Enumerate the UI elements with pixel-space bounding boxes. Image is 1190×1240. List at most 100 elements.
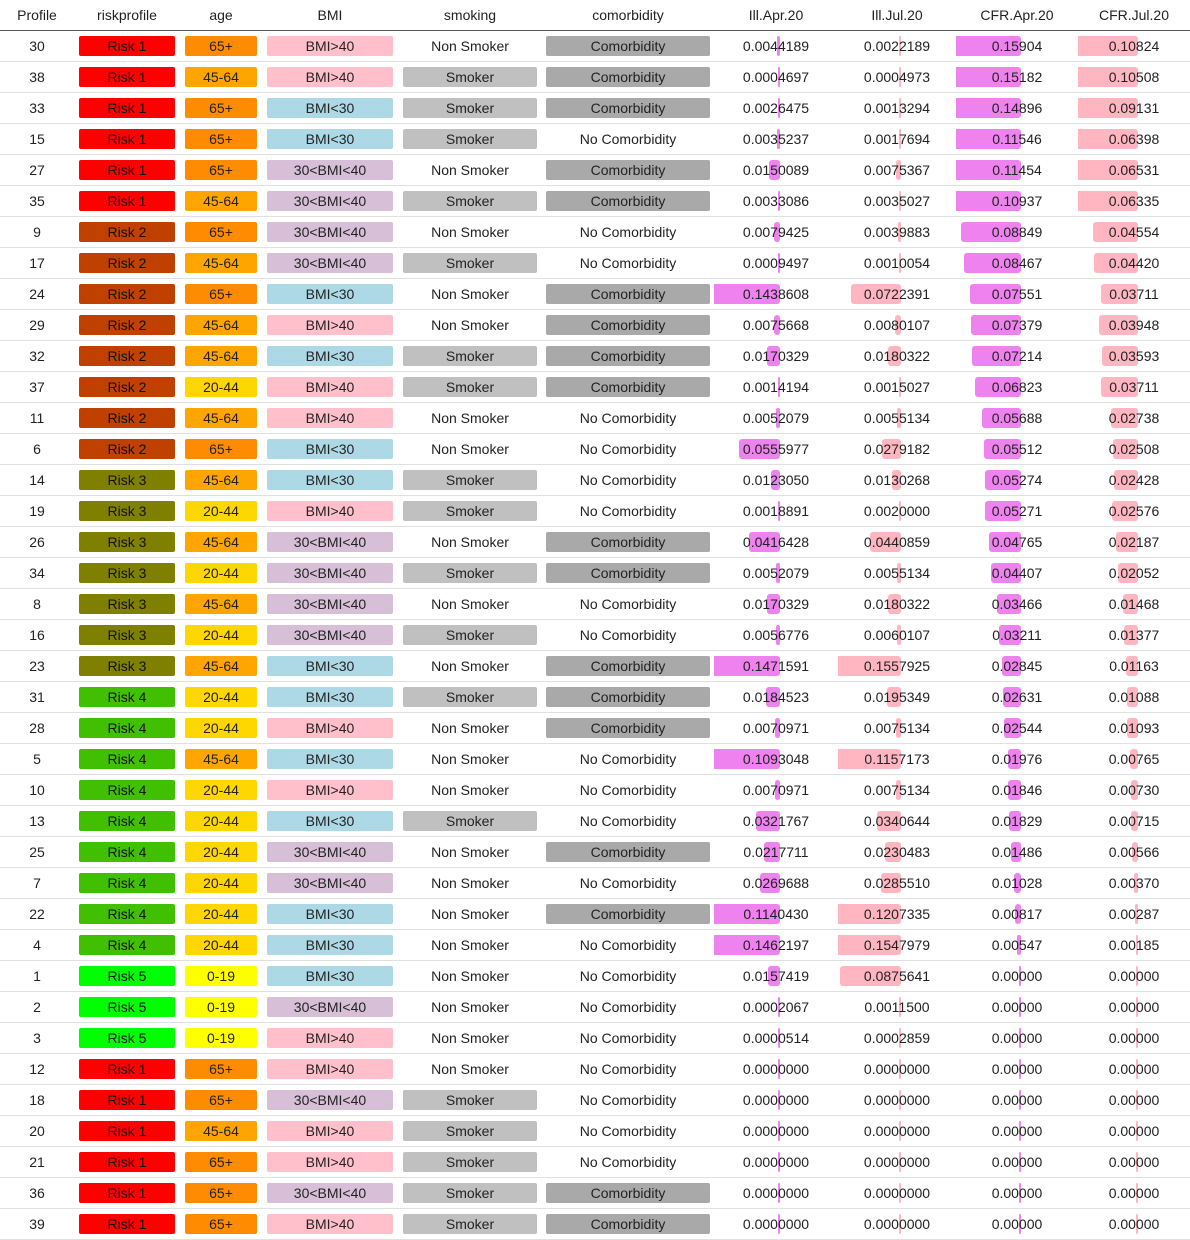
cell-bmi: BMI>40 [262,309,398,341]
cell-smoking: Smoker [398,464,542,496]
data-bar [885,841,901,862]
col-header-ill-jul20[interactable]: Ill.Jul.20 [838,0,956,31]
data-bar [1078,159,1138,180]
col-header-cfr-apr20[interactable]: CFR.Apr.20 [956,0,1078,31]
bmi-badge: BMI>40 [267,1151,393,1172]
cell-cfr-jul: 0.01468 [1078,588,1190,620]
cell-cfr-jul: 0.01377 [1078,619,1190,651]
value-label: 0.05688 [991,409,1043,426]
comorbidity-badge: Comorbidity [546,841,710,862]
cell-bmi: BMI<30 [262,650,398,682]
cell-cfr-apr: 0.00000 [956,1084,1078,1116]
value-label: 0.0157419 [742,967,810,984]
cell-riskprofile: Risk 2 [74,433,180,465]
cell-ill-jul: 0.0000000 [838,1177,956,1209]
cell-cfr-apr: 0.07379 [956,309,1078,341]
value-label: 0.02845 [991,657,1043,674]
risk-badge: Risk 3 [79,500,175,521]
cell-riskprofile: Risk 3 [74,495,180,527]
comorbidity-badge: Comorbidity [546,717,710,738]
value-label: 0.0020000 [863,502,931,519]
comorbidity-badge: Comorbidity [546,562,710,583]
cell-profile: 31 [0,681,74,713]
age-badge: 45-64 [185,190,257,211]
table-row: 26 Risk 3 45-64 30<BMI<40 Non Smoker Comorbid… [0,526,1190,558]
cell-cfr-jul: 0.00000 [1078,991,1190,1023]
cell-riskprofile: Risk 2 [74,402,180,434]
cell-profile: 10 [0,774,74,806]
value-label: 0.03211 [992,626,1042,643]
value-label: 0.0130268 [863,471,931,488]
age-badge: 20-44 [185,686,257,707]
col-header-age[interactable]: age [180,0,262,31]
table-row: 17 Risk 2 45-64 30<BMI<40 Smoker No Comorbidi… [0,247,1190,279]
age-badge: 0-19 [185,965,257,986]
cell-ill-apr: 0.0052079 [714,402,838,434]
smoking-badge: Smoker [403,1213,537,1234]
comorbidity-badge: No Comorbidity [579,440,677,457]
cell-smoking: Non Smoker [398,216,542,248]
cell-cfr-jul: 0.03711 [1078,278,1190,310]
cell-ill-apr: 0.0000000 [714,1115,838,1147]
cell-ill-apr: 0.0000000 [714,1208,838,1240]
cell-age: 20-44 [180,371,262,403]
cell-ill-jul: 0.0002859 [838,1022,956,1054]
col-header-ill-apr20[interactable]: Ill.Apr.20 [714,0,838,31]
data-bar [1136,1120,1138,1141]
value-label: 0.0170329 [742,347,810,364]
cell-comorbidity: Comorbidity [542,712,714,744]
data-bar [1102,345,1138,366]
data-bar [778,190,780,211]
col-header-smoking[interactable]: smoking [398,0,542,31]
age-badge: 45-64 [185,407,257,428]
cell-age: 45-64 [180,185,262,217]
value-label: 0.0009497 [742,254,810,271]
data-bar [778,996,780,1017]
cell-smoking: Smoker [398,805,542,837]
bmi-badge: BMI<30 [267,128,393,149]
smoking-badge: Non Smoker [431,223,509,240]
bmi-badge: 30<BMI<40 [267,996,393,1017]
col-header-comorbidity[interactable]: comorbidity [542,0,714,31]
value-label: 0.0000000 [863,1184,931,1201]
value-label: 0.1462197 [742,936,810,953]
data-bar [881,872,901,893]
cell-cfr-jul: 0.06335 [1078,185,1190,217]
cell-profile: 11 [0,402,74,434]
value-label: 0.00000 [1108,998,1160,1015]
data-bar [897,407,901,428]
cell-cfr-apr: 0.00817 [956,898,1078,930]
cell-smoking: Smoker [398,1177,542,1209]
table-row: 27 Risk 1 65+ 30<BMI<40 Non Smoker Comorbidit… [0,154,1190,186]
cell-ill-apr: 0.0416428 [714,526,838,558]
col-header-cfr-jul20[interactable]: CFR.Jul.20 [1078,0,1190,31]
data-bar [956,97,1021,118]
value-label: 0.0033086 [742,192,810,209]
bmi-badge: 30<BMI<40 [267,159,393,180]
value-label: 0.01846 [991,781,1043,798]
cell-comorbidity: Comorbidity [542,30,714,62]
value-label: 0.0055134 [863,409,931,426]
col-header-riskprofile[interactable]: riskprofile [74,0,180,31]
smoking-badge: Non Smoker [431,161,509,178]
cell-riskprofile: Risk 5 [74,960,180,992]
data-bar [1131,810,1138,831]
data-bar [838,748,901,769]
data-bar [778,66,780,87]
data-bar [1135,903,1138,924]
value-label: 0.03711 [1109,285,1159,302]
data-bar [1017,934,1021,955]
value-label: 0.1557925 [863,657,931,674]
data-bar [1126,655,1138,676]
value-label: 0.0022189 [863,37,931,54]
col-header-profile[interactable]: Profile [0,0,74,31]
comorbidity-badge: Comorbidity [546,314,710,335]
cell-smoking: Non Smoker [398,278,542,310]
value-label: 0.0875641 [863,967,931,984]
cell-cfr-apr: 0.01846 [956,774,1078,806]
data-bar [899,1151,901,1172]
col-header-bmi[interactable]: BMI [262,0,398,31]
cell-profile: 29 [0,309,74,341]
risk-badge: Risk 5 [79,1027,175,1048]
data-bar [1136,934,1138,955]
